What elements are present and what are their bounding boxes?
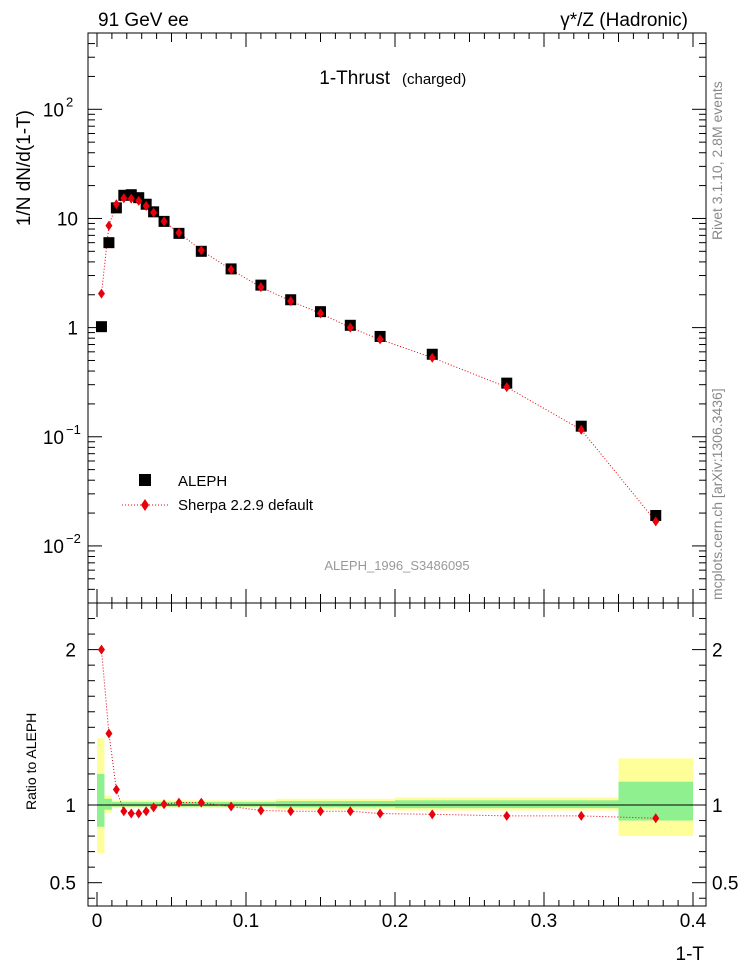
- chart-title: 1-Thrust: [319, 68, 390, 89]
- y-tick-label-ratio: 1: [65, 796, 76, 817]
- header-left: 91 GeV ee: [98, 10, 189, 31]
- analysis-watermark: ALEPH_1996_S3486095: [324, 558, 469, 573]
- ratio-point: [142, 806, 150, 817]
- aleph-point: [95, 321, 107, 333]
- ratio-line: [100, 649, 656, 819]
- sherpa-point: [135, 195, 143, 206]
- legend: ALEPH Sherpa 2.2.9 default: [122, 473, 314, 514]
- sherpa-point: [652, 516, 660, 527]
- sherpa-point: [577, 424, 585, 435]
- rivet-label: Rivet 3.1.10, 2.8M events: [709, 81, 725, 240]
- ratio-point: [135, 808, 143, 819]
- ratio-point: [197, 797, 205, 808]
- ratio-panel: Ratio to ALEPH 0.5 0.51 12 2 0 0.1 0.2 0.3 0.4 …: [23, 602, 738, 965]
- sherpa-point: [197, 245, 205, 256]
- ratio-point: [287, 806, 295, 817]
- ratio-point: [503, 810, 511, 821]
- ratio-point: [346, 806, 354, 817]
- ratio-point: [257, 805, 265, 816]
- error-band-inner: [395, 800, 619, 809]
- chart-subtitle: (charged): [402, 71, 466, 88]
- y-tick-label-ratio: 0.5: [50, 874, 76, 895]
- main-frame: [87, 32, 707, 604]
- ratio-point: [428, 809, 436, 820]
- x-tick-label: 0.3: [531, 911, 557, 932]
- ratio-point: [577, 810, 585, 821]
- sherpa-point: [175, 227, 183, 238]
- y-tick-label-main: 10: [57, 209, 78, 230]
- ratio-point: [97, 644, 105, 655]
- ratio-point: [652, 813, 660, 824]
- x-tick-label: 0.2: [382, 911, 408, 932]
- ratio-point: [105, 728, 113, 739]
- mcplots-label: mcplots.cern.ch [arXiv:1306.3436]: [709, 388, 725, 600]
- main-panel: 1-Thrust (charged) ALEPH_1996_S3486095 1…: [14, 32, 707, 604]
- sherpa-point: [112, 199, 120, 210]
- ratio-point: [376, 808, 384, 819]
- sherpa-point: [376, 334, 384, 345]
- ratio-point: [227, 801, 235, 812]
- legend-marker-sherpa: [141, 499, 149, 511]
- ratio-point: [160, 799, 168, 810]
- sherpa-point: [227, 264, 235, 275]
- y-tick-label-exponent: 2: [66, 94, 73, 109]
- ratio-point: [317, 806, 324, 817]
- sherpa-point: [127, 193, 135, 204]
- ratio-point: [127, 808, 135, 819]
- y-tick-label-ratio: 2: [65, 641, 76, 662]
- sherpa-point: [428, 352, 436, 363]
- y-axis-label-main: 1/N dN/d(1-T): [14, 110, 35, 226]
- sherpa-point: [317, 308, 324, 319]
- legend-marker-aleph: [139, 474, 151, 486]
- sherpa-point: [150, 207, 158, 218]
- error-band-inner: [104, 798, 112, 810]
- aleph-point: [650, 509, 662, 521]
- y-tick-label-exponent: −1: [66, 422, 81, 437]
- sherpa-point: [346, 322, 354, 333]
- x-tick-label: 0.1: [233, 911, 259, 932]
- legend-label-sherpa: Sherpa 2.2.9 default: [178, 497, 314, 514]
- x-tick-label: 0.4: [680, 911, 707, 932]
- y-tick-label-main: 10: [43, 428, 64, 449]
- y-tick-label-ratio-right: 0.5: [712, 874, 738, 895]
- error-band-inner: [111, 801, 276, 807]
- legend-label-aleph: ALEPH: [178, 473, 227, 490]
- y-tick-label-ratio-right: 2: [712, 641, 723, 662]
- ratio-point: [120, 806, 128, 817]
- y-tick-label-main: 10: [43, 537, 64, 558]
- sherpa-point: [257, 282, 265, 293]
- y-tick-label-exponent: −2: [66, 531, 81, 546]
- sherpa-point: [160, 216, 168, 227]
- sherpa-point: [120, 193, 128, 204]
- ratio-point: [112, 784, 120, 795]
- sherpa-point: [142, 201, 150, 212]
- ratio-frame-border: [87, 602, 707, 907]
- sherpa-point: [105, 220, 113, 231]
- error-band-inner: [97, 773, 105, 827]
- x-tick-label: 0: [92, 911, 103, 932]
- sherpa-point: [97, 288, 105, 299]
- aleph-point: [103, 237, 115, 249]
- ratio-point: [150, 802, 158, 813]
- y-tick-label-ratio-right: 1: [712, 796, 723, 817]
- ratio-point: [175, 797, 183, 808]
- y-axis-label-ratio: Ratio to ALEPH: [23, 713, 39, 810]
- sherpa-point: [287, 296, 295, 307]
- error-band-inner: [275, 801, 395, 808]
- sherpa-point: [503, 382, 511, 393]
- header-right: γ*/Z (Hadronic): [560, 10, 688, 31]
- x-axis-label: 1-T: [676, 944, 705, 965]
- y-tick-label-main: 10: [43, 100, 64, 121]
- y-tick-label-main: 1: [67, 319, 78, 340]
